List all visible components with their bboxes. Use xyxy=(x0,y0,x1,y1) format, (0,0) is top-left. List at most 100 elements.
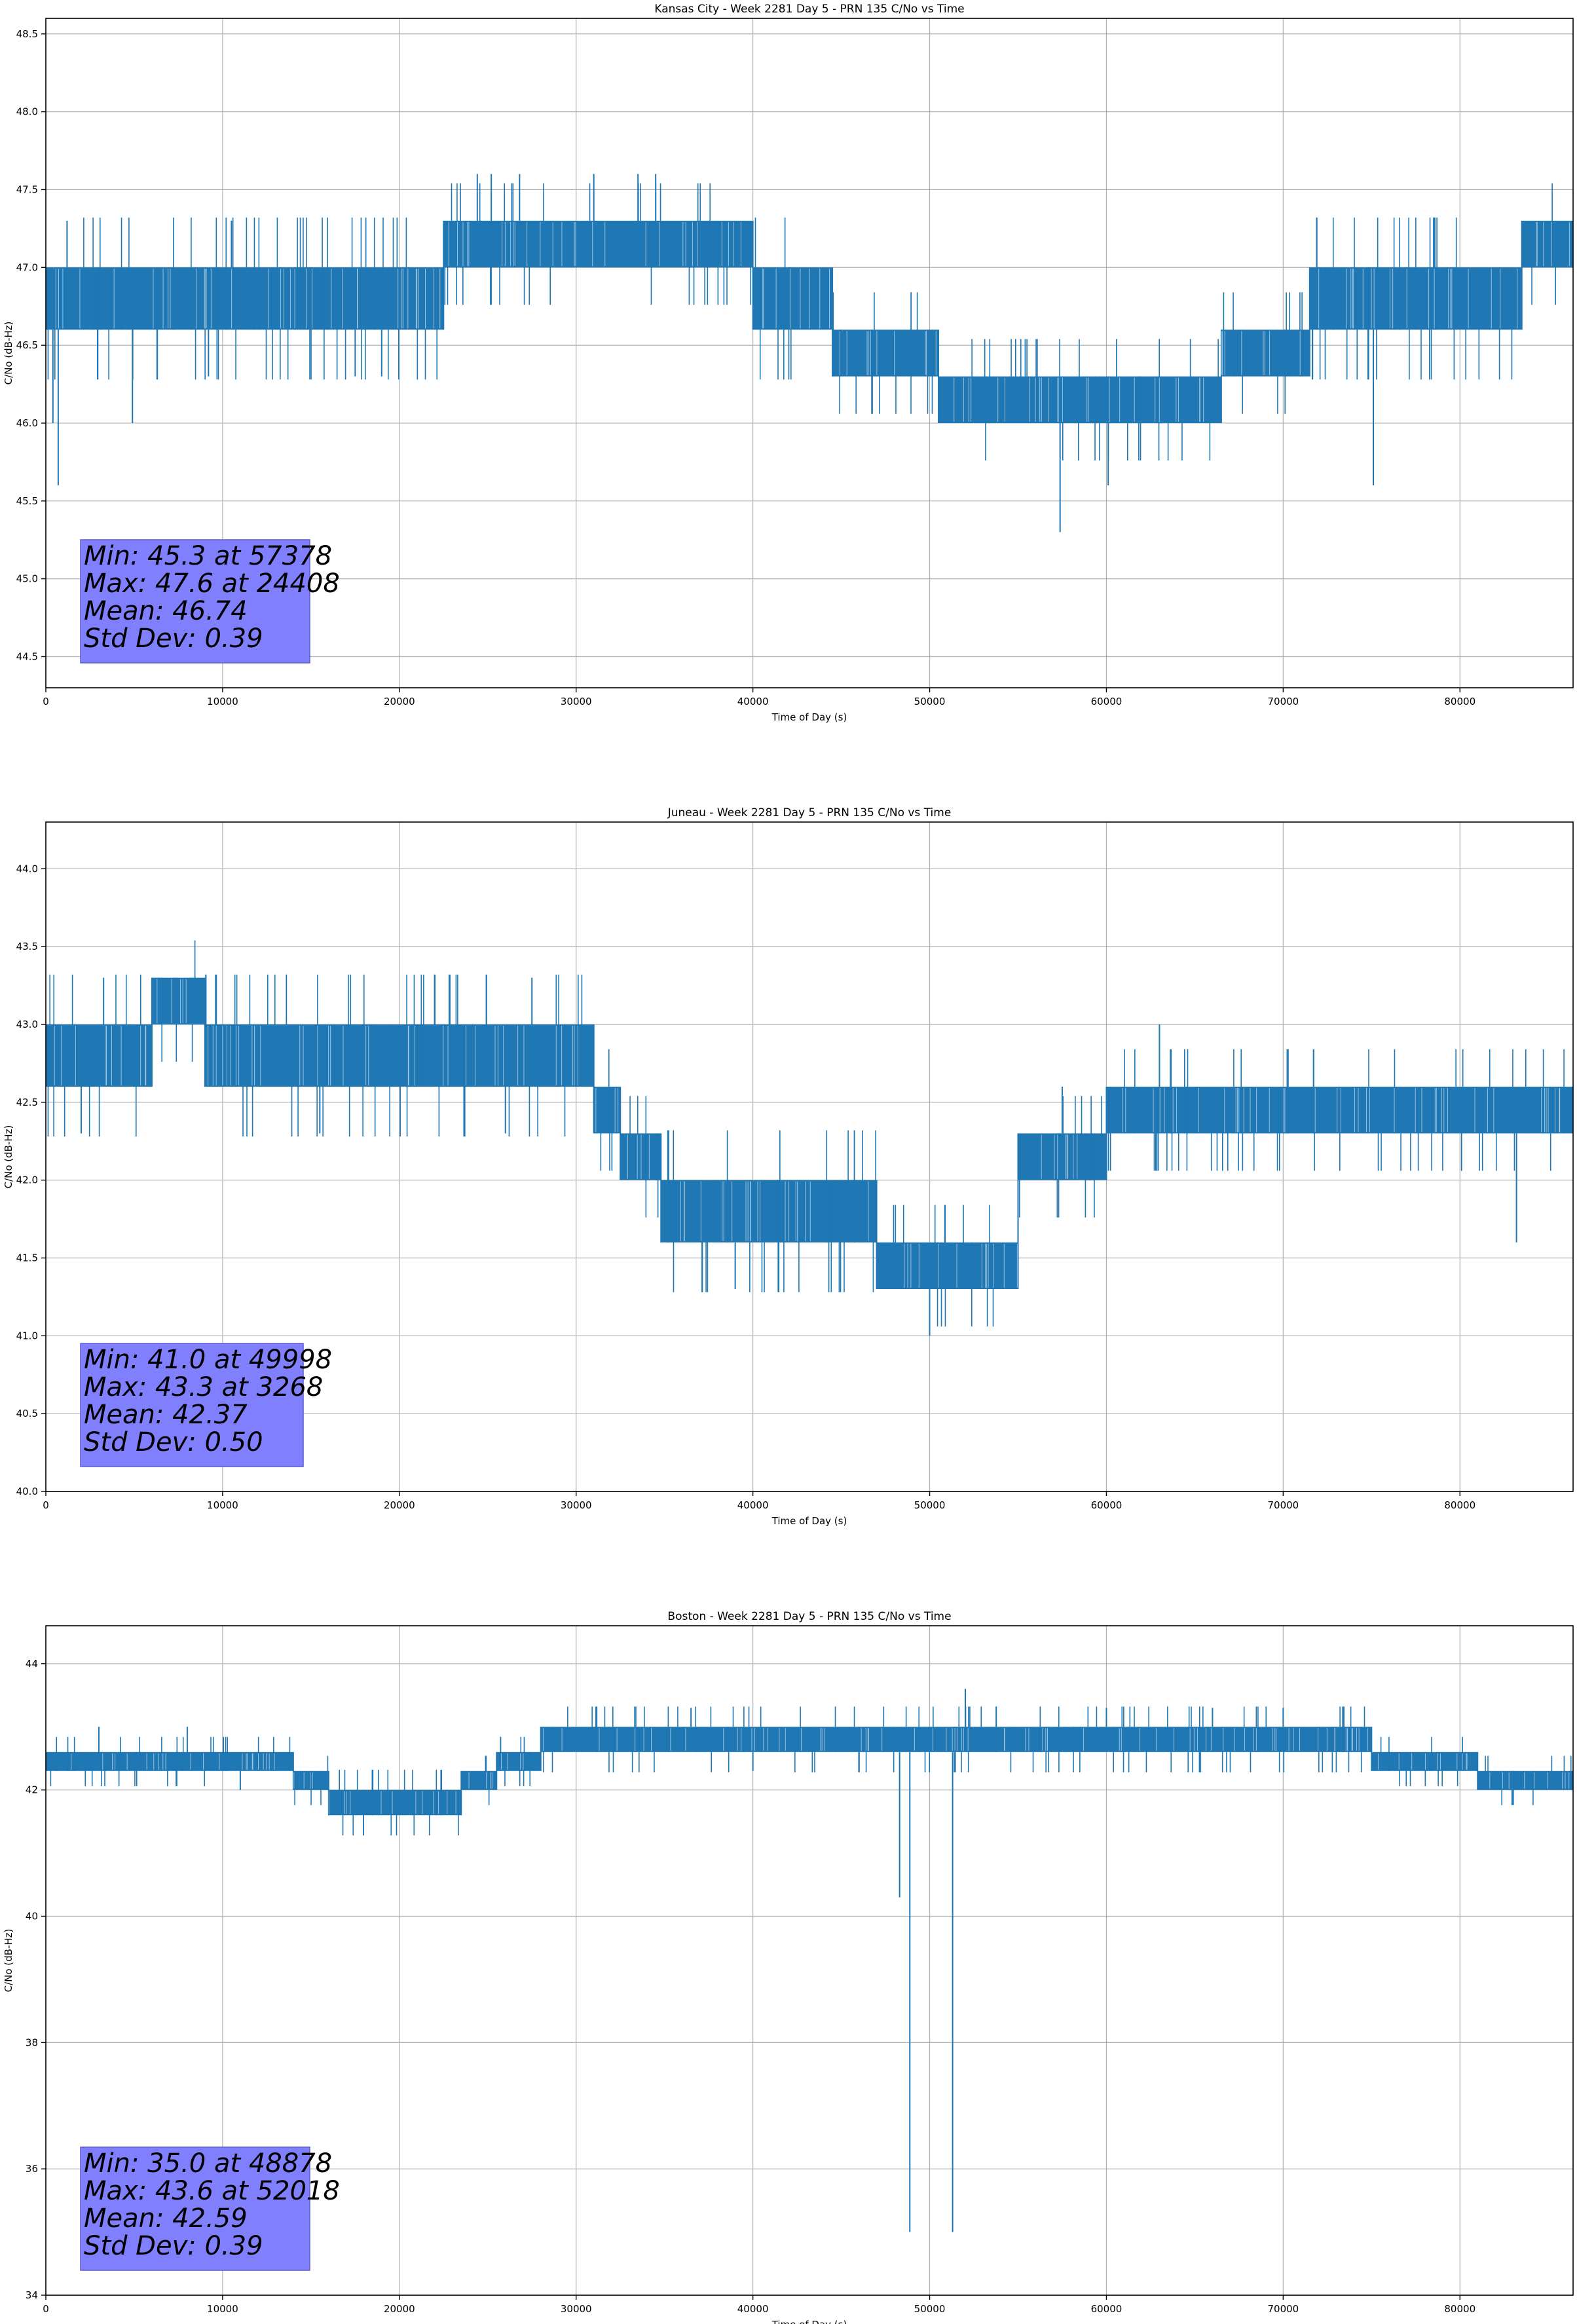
series-transition xyxy=(876,1180,878,1290)
y-tick-label: 45.5 xyxy=(16,495,38,507)
y-tick-label: 46.5 xyxy=(16,339,38,351)
chart-panel-2: 0 10000 20000 30000 40000 50000 60000 70000 8000… xyxy=(3,806,1574,1527)
y-tick-label: 34 xyxy=(26,2289,38,2301)
series-transition xyxy=(460,1771,462,1816)
x-tick-label: 10000 xyxy=(207,1499,238,1511)
stats-box xyxy=(80,1343,304,1467)
y-axis-label: C/No (dB-Hz) xyxy=(3,1929,14,1993)
y-tick-label: 40 xyxy=(26,1911,38,1922)
x-tick-label: 30000 xyxy=(561,1499,592,1511)
y-tick-label: 48.5 xyxy=(16,28,38,40)
y-tick-label: 43.5 xyxy=(16,941,38,952)
series-band xyxy=(204,1024,594,1087)
stats-min: Min: 45.3 at 57378 xyxy=(84,541,332,571)
chart-title: Boston - Week 2281 Day 5 - PRN 135 C/No … xyxy=(667,1610,951,1623)
x-axis-label: Time of Day (s) xyxy=(771,1515,847,1527)
series-band xyxy=(151,977,205,1024)
chart-panel-3: 0 10000 20000 30000 40000 50000 60000 70000 8000… xyxy=(3,1610,1574,2324)
x-tick-label: 0 xyxy=(43,1499,49,1511)
stats-mean: Mean: 42.59 xyxy=(84,2203,248,2234)
stats-min: Min: 35.0 at 48878 xyxy=(84,2148,332,2179)
x-tick-label: 50000 xyxy=(914,696,946,707)
series-band xyxy=(832,329,939,377)
series-band xyxy=(620,1133,661,1180)
stats-std: Std Dev: 0.39 xyxy=(84,2231,263,2261)
stats-box xyxy=(80,2146,310,2271)
series-band xyxy=(938,376,1221,423)
series-band xyxy=(1521,220,1573,268)
stats-max: Max: 43.6 at 52018 xyxy=(84,2176,340,2206)
series-transition xyxy=(151,977,153,1087)
y-tick-label: 36 xyxy=(26,2163,38,2175)
series-band xyxy=(593,1087,621,1134)
series-band xyxy=(752,267,833,330)
y-axis-label: C/No (dB-Hz) xyxy=(3,322,14,385)
x-axis-label: Time of Day (s) xyxy=(771,2319,847,2324)
y-tick-label: 40.5 xyxy=(16,1408,38,1419)
stats-box xyxy=(80,539,310,664)
series-band xyxy=(1477,1771,1573,1790)
y-tick-label: 47.5 xyxy=(16,183,38,195)
x-tick-label: 0 xyxy=(43,2303,49,2315)
x-tick-label: 50000 xyxy=(914,2303,946,2315)
x-tick-label: 80000 xyxy=(1444,696,1475,707)
chart-panel-1: 0 10000 20000 30000 40000 50000 60000 70000 8000… xyxy=(3,3,1574,723)
y-tick-label: 41.5 xyxy=(16,1252,38,1264)
y-tick-label: 38 xyxy=(26,2036,38,2048)
series-band xyxy=(46,267,444,330)
x-tick-label: 60000 xyxy=(1091,2303,1122,2315)
x-tick-label: 70000 xyxy=(1267,2303,1299,2315)
stats-std: Std Dev: 0.39 xyxy=(84,624,263,654)
y-tick-label: 44 xyxy=(26,1658,38,1670)
x-tick-label: 80000 xyxy=(1444,1499,1475,1511)
x-tick-label: 50000 xyxy=(914,1499,946,1511)
x-axis-label: Time of Day (s) xyxy=(771,711,847,723)
y-tick-label: 40.0 xyxy=(16,1486,38,1497)
axes-frame xyxy=(45,821,1574,1492)
chart-title: Kansas City - Week 2281 Day 5 - PRN 135 … xyxy=(654,3,964,16)
series-band xyxy=(496,1752,541,1771)
y-tick-label: 43.0 xyxy=(16,1019,38,1030)
y-tick-label: 47.0 xyxy=(16,261,38,273)
y-tick-label: 44.0 xyxy=(16,863,38,874)
series-transition xyxy=(832,267,834,377)
series-band xyxy=(328,1790,462,1816)
x-tick-label: 70000 xyxy=(1267,696,1299,707)
y-axis-label: C/No (dB-Hz) xyxy=(3,1125,14,1189)
y-tick-label: 48.0 xyxy=(16,106,38,118)
data-series xyxy=(46,174,1573,533)
series-band xyxy=(1018,1133,1107,1180)
x-tick-label: 40000 xyxy=(737,2303,769,2315)
stats-max: Max: 47.6 at 24408 xyxy=(84,569,340,599)
x-tick-label: 10000 xyxy=(207,696,238,707)
y-tick-label: 42.0 xyxy=(16,1174,38,1186)
y-tick-label: 45.0 xyxy=(16,573,38,585)
stats-std: Std Dev: 0.50 xyxy=(84,1427,263,1457)
series-band xyxy=(540,1727,1372,1752)
x-tick-label: 20000 xyxy=(384,1499,415,1511)
x-tick-label: 60000 xyxy=(1091,1499,1122,1511)
y-tick-label: 46.0 xyxy=(16,417,38,429)
data-series xyxy=(46,1689,1573,2232)
series-band xyxy=(461,1771,497,1790)
stats-mean: Mean: 46.74 xyxy=(84,596,248,626)
axes-frame xyxy=(45,1625,1574,2296)
stats-min: Min: 41.0 at 49998 xyxy=(84,1345,332,1375)
stats-max: Max: 43.3 at 3268 xyxy=(84,1372,323,1402)
x-tick-label: 40000 xyxy=(737,1499,769,1511)
series-band xyxy=(1371,1752,1478,1771)
y-tick-label: 42.5 xyxy=(16,1096,38,1108)
x-tick-label: 20000 xyxy=(384,2303,415,2315)
stats-mean: Mean: 42.37 xyxy=(84,1400,248,1430)
series-transition xyxy=(1371,1727,1373,1771)
x-tick-label: 10000 xyxy=(207,2303,238,2315)
x-tick-label: 60000 xyxy=(1091,696,1122,707)
chart-title: Juneau - Week 2281 Day 5 - PRN 135 C/No … xyxy=(667,806,952,819)
x-tick-label: 80000 xyxy=(1444,2303,1475,2315)
x-tick-label: 70000 xyxy=(1267,1499,1299,1511)
x-tick-label: 0 xyxy=(43,696,49,707)
series-band xyxy=(876,1242,1018,1290)
x-tick-label: 20000 xyxy=(384,696,415,707)
y-tick-label: 41.0 xyxy=(16,1330,38,1341)
